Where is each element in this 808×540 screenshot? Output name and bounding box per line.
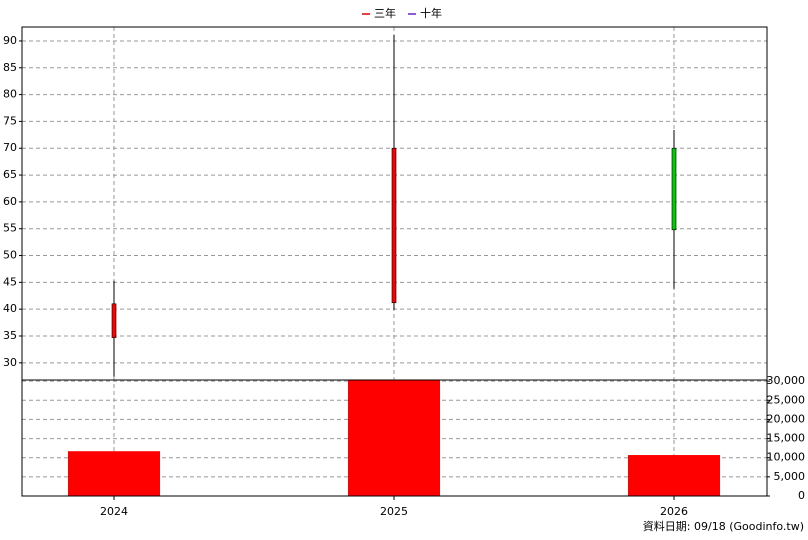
y-tick-label: 85	[3, 61, 17, 74]
y2-tick-label: 15,000	[767, 432, 806, 445]
x-tick-label: 2024	[100, 505, 128, 518]
candle-body	[111, 303, 117, 338]
legend-label: 十年	[420, 6, 442, 20]
footnote: 資料日期: 09/18 (Goodinfo.tw)	[643, 519, 804, 533]
volume-bar	[628, 455, 720, 496]
y2-tick-label: 10,000	[767, 451, 806, 464]
x-tick-label: 2026	[660, 505, 688, 518]
plot-frame	[21, 26, 768, 497]
x-tick-label: 2025	[380, 505, 408, 518]
legend: 三年 十年	[362, 6, 442, 20]
y-tick-label: 60	[3, 195, 17, 208]
y2-tick-label: 20,000	[767, 412, 806, 425]
y-tick-label: 90	[3, 34, 17, 47]
volume-bar	[68, 451, 160, 496]
volume-bar	[348, 380, 440, 496]
y-tick-label: 55	[3, 222, 17, 235]
y-tick-label: 40	[3, 302, 17, 315]
candle-body	[671, 147, 677, 231]
y-tick-label: 50	[3, 249, 17, 262]
y-tick-label: 45	[3, 275, 17, 288]
y2-tick-label: 5,000	[774, 470, 806, 483]
y-tick-label: 65	[3, 168, 17, 181]
y2-tick-label: 0	[798, 489, 805, 502]
legend-label: 三年	[374, 6, 396, 20]
y-tick-label: 70	[3, 141, 17, 154]
y-tick-label: 35	[3, 329, 17, 342]
y2-tick-label: 30,000	[767, 374, 806, 387]
y-tick-label: 80	[3, 88, 17, 101]
y2-tick-label: 25,000	[767, 393, 806, 406]
candle-body	[391, 147, 397, 304]
y-tick-label: 75	[3, 114, 17, 127]
y-tick-label: 30	[3, 356, 17, 369]
